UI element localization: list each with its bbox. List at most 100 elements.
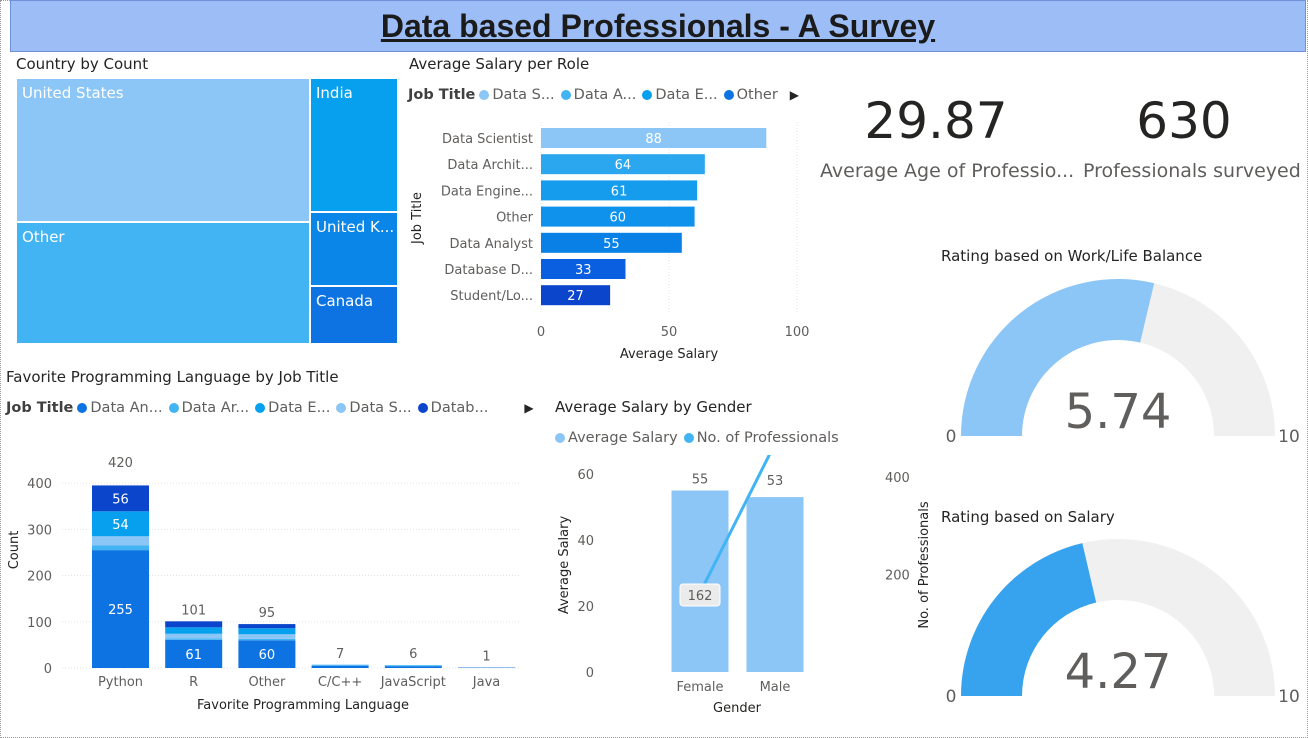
bar bbox=[541, 259, 626, 279]
legend-item-label: Data An... bbox=[90, 400, 163, 416]
legend-next-chevron-icon[interactable]: ▶ bbox=[789, 88, 800, 102]
legend-item[interactable]: Data An... bbox=[77, 400, 163, 416]
salary-role-legend: Job Title Data S... Data A... Data E... … bbox=[408, 87, 799, 103]
kpi-average-age-value: 29.87 bbox=[864, 92, 1008, 150]
gauge-fill bbox=[961, 279, 1155, 436]
x-category-label: JavaScript bbox=[380, 675, 446, 690]
x-category-label: Java bbox=[472, 675, 500, 690]
salary-gender-legend: Average Salary No. of Professionals bbox=[555, 430, 845, 446]
legend-dot-icon bbox=[560, 90, 571, 100]
bar-segment bbox=[384, 666, 442, 668]
treemap-tile-label: United K... bbox=[316, 218, 395, 236]
kpi-surveyed-label: Professionals surveyed bbox=[1083, 160, 1301, 182]
legend-dot-icon bbox=[336, 403, 347, 413]
y-tick-label: 0 bbox=[586, 666, 594, 681]
treemap-tile-canada[interactable]: Canada bbox=[310, 286, 398, 344]
legend-item[interactable]: Data S... bbox=[336, 400, 412, 416]
treemap-tile-other[interactable]: Other bbox=[16, 222, 310, 344]
legend-item[interactable]: Data E... bbox=[255, 400, 330, 416]
bar-segment-label: 54 bbox=[112, 518, 129, 533]
bar bbox=[746, 497, 804, 672]
legend-item-label: Data Ar... bbox=[181, 400, 250, 416]
x-tick-label: 50 bbox=[661, 325, 678, 340]
bar-segment bbox=[92, 485, 149, 512]
bar bbox=[541, 154, 705, 175]
legend-item-label: Data E... bbox=[268, 400, 331, 416]
legend-title: Job Title bbox=[408, 87, 476, 103]
bar-segment bbox=[165, 633, 223, 639]
x-tick-label: 0 bbox=[537, 325, 545, 340]
y-category-label: Data Engine... bbox=[441, 184, 533, 199]
treemap-tile-united-kingdom[interactable]: United K... bbox=[310, 212, 398, 286]
bar-data-label: 55 bbox=[603, 237, 620, 252]
bar bbox=[541, 285, 611, 306]
legend-dot-icon bbox=[255, 403, 266, 413]
legend-item[interactable]: Average Salary bbox=[555, 430, 678, 446]
y-tick-label: 400 bbox=[27, 477, 52, 492]
legend-item[interactable]: Other bbox=[723, 87, 778, 103]
bar-data-label: 60 bbox=[610, 211, 627, 226]
bar-segment-label: 255 bbox=[108, 603, 133, 618]
bar-segment-label: 60 bbox=[259, 648, 276, 663]
x-category-label: R bbox=[189, 675, 198, 690]
x-axis-title: Favorite Programming Language bbox=[197, 698, 409, 713]
salary-role-chart[interactable]: 0 50 100 88 Data Scientist 64 Data Archit... 61… bbox=[405, 118, 815, 368]
legend-item-label: Average Salary bbox=[568, 430, 678, 446]
y-tick-label: 0 bbox=[44, 662, 52, 677]
gauge-salary[interactable]: 4.27 0 10 bbox=[935, 530, 1305, 705]
gauge-value-label: 5.74 bbox=[1065, 384, 1172, 440]
prog-lang-chart[interactable]: 0 100 200 300 400 420 Python 101 R 95 Other 7 C/C++ 6… bbox=[0, 430, 540, 725]
gauge-work-life-balance[interactable]: 5.74 0 10 bbox=[935, 268, 1305, 448]
legend-item[interactable]: Data Ar... bbox=[168, 400, 250, 416]
legend-item-label: No. of Professionals bbox=[696, 430, 839, 446]
line-data-label: 162 bbox=[688, 589, 713, 604]
x-axis-title: Gender bbox=[713, 701, 762, 716]
legend-item[interactable]: Data E... bbox=[642, 87, 718, 103]
bar-segment bbox=[165, 638, 223, 640]
x-category-label: Python bbox=[98, 675, 143, 690]
legend-dot-icon bbox=[77, 403, 88, 413]
legend-next-chevron-icon[interactable]: ▶ bbox=[524, 401, 534, 415]
legend-item[interactable]: No. of Professionals bbox=[683, 430, 839, 446]
legend-item[interactable]: Data A... bbox=[560, 87, 636, 103]
bar-segment bbox=[92, 550, 149, 668]
bar-segment bbox=[238, 624, 296, 629]
gauge-max-label: 10 bbox=[1278, 427, 1300, 447]
bar-total-label: 1 bbox=[482, 650, 490, 665]
bar-segment bbox=[92, 536, 149, 546]
salary-role-chart-title: Average Salary per Role bbox=[409, 55, 590, 73]
legend-item-label: Data S... bbox=[492, 87, 555, 103]
gauge-max-label: 10 bbox=[1278, 687, 1300, 705]
y2-tick-label: 200 bbox=[885, 568, 910, 583]
bar-total-label: 101 bbox=[181, 603, 206, 618]
y-tick-label: 40 bbox=[577, 534, 594, 549]
bar-segment-label: 56 bbox=[112, 492, 129, 507]
prog-lang-legend: Job Title Data An... Data Ar... Data E..… bbox=[6, 400, 534, 416]
legend-item-label: Data S... bbox=[349, 400, 412, 416]
y-category-label: Other bbox=[496, 211, 534, 226]
y-tick-label: 200 bbox=[27, 570, 52, 585]
treemap-tile-label: Canada bbox=[316, 292, 374, 310]
salary-gender-chart[interactable]: 0 20 40 60 200 400 Female Male 55 53 162 Gender Aver… bbox=[550, 455, 945, 725]
x-axis-title: Average Salary bbox=[620, 347, 719, 362]
bar-total-label: 95 bbox=[259, 606, 276, 621]
bar-total-label: 6 bbox=[409, 647, 417, 662]
legend-item[interactable]: Datab... bbox=[417, 400, 489, 416]
treemap-tile-label: Other bbox=[22, 228, 65, 246]
legend-item-label: Datab... bbox=[430, 400, 489, 416]
treemap-tile-india[interactable]: India bbox=[310, 78, 398, 212]
prog-lang-chart-title: Favorite Programming Language by Job Tit… bbox=[6, 368, 339, 386]
bar-data-label: 33 bbox=[575, 263, 592, 278]
x-category-label: Male bbox=[760, 680, 791, 695]
country-treemap[interactable]: United States Other India United K... Ca… bbox=[16, 78, 398, 344]
legend-title: Job Title bbox=[6, 400, 74, 416]
y-category-label: Student/Lo... bbox=[450, 289, 533, 304]
x-category-label: C/C++ bbox=[318, 675, 362, 690]
legend-item[interactable]: Data S... bbox=[479, 87, 555, 103]
bar bbox=[541, 128, 767, 148]
bar-segment bbox=[165, 639, 223, 668]
gauge-fill bbox=[961, 543, 1097, 696]
treemap-tile-united-states[interactable]: United States bbox=[16, 78, 310, 222]
bar-data-label: 53 bbox=[767, 474, 784, 489]
legend-dot-icon bbox=[168, 403, 179, 413]
